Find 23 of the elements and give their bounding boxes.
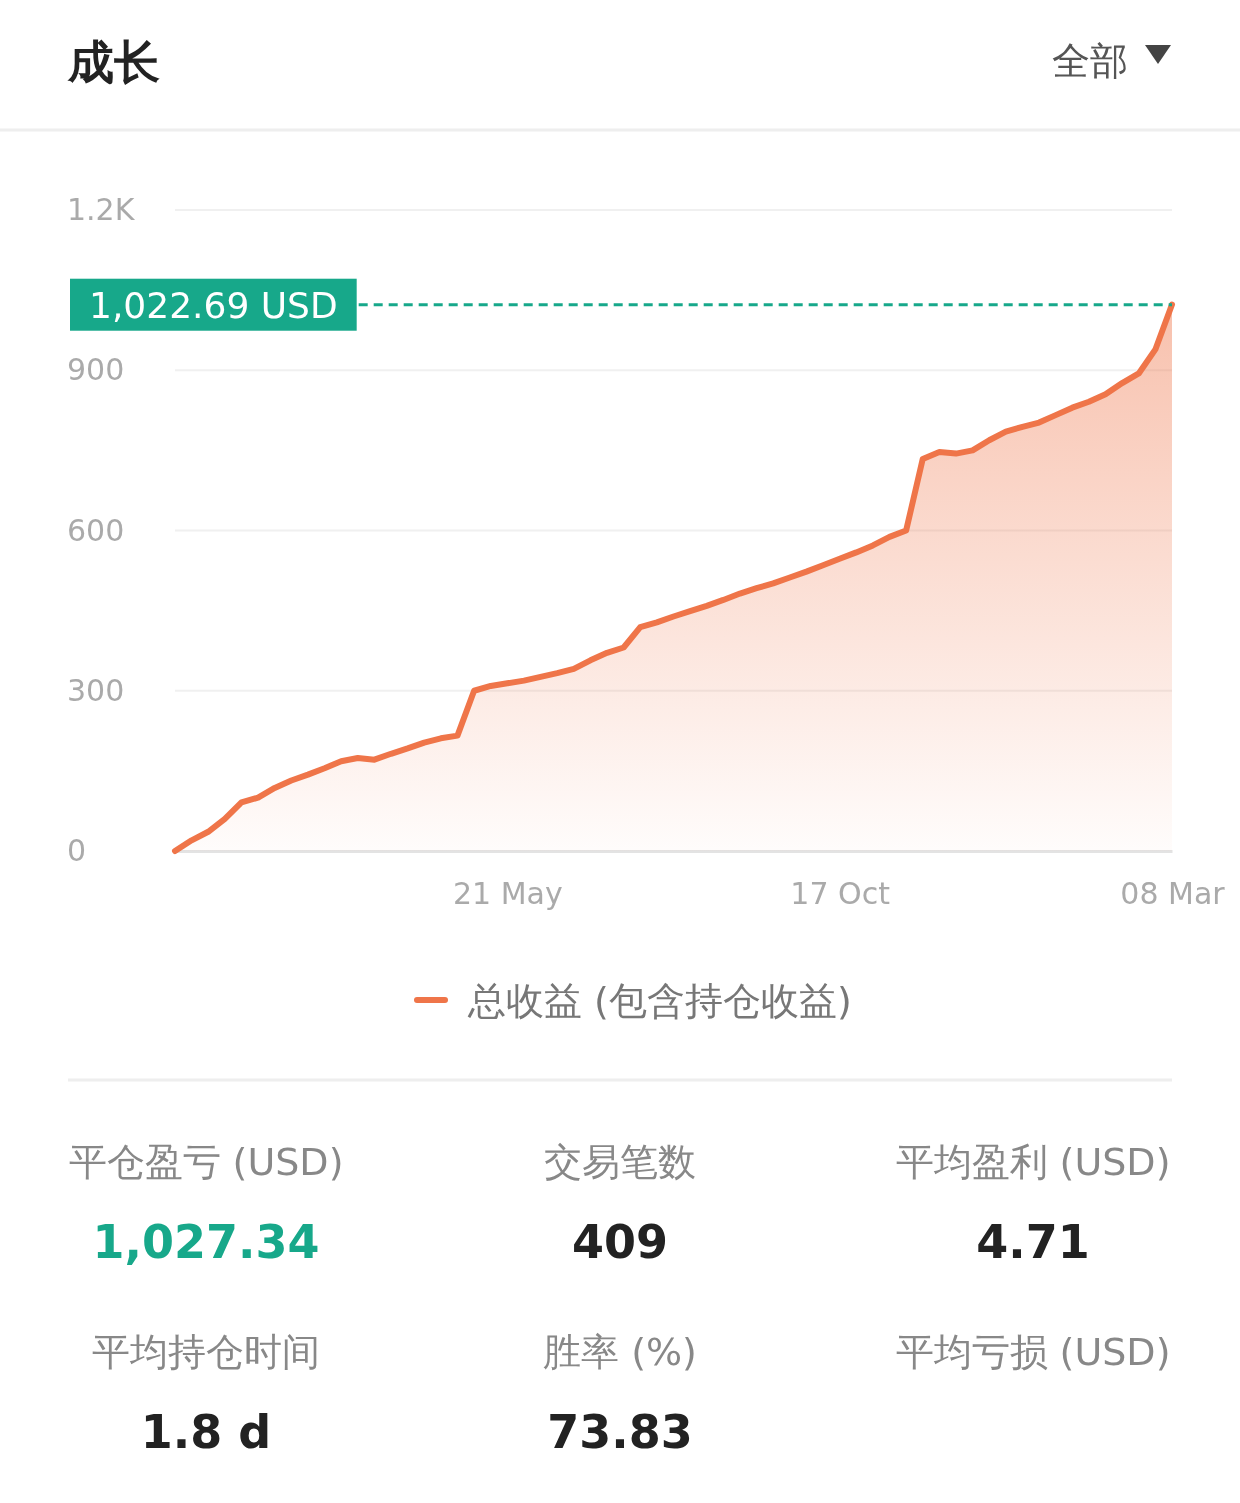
x-tick-label: 17 Oct bbox=[790, 876, 891, 911]
category-label: 平均亏损 (USD) bbox=[895, 1330, 1171, 1374]
category-label: 交易笔数 bbox=[544, 1140, 696, 1184]
legend-label: 总收益 (包含持仓收益) bbox=[467, 979, 852, 1023]
y-tick-label: 1.2K bbox=[67, 192, 136, 228]
text: 全部 bbox=[1052, 39, 1128, 83]
text: 409 bbox=[571, 1215, 669, 1269]
category-label: 胜率 (%) bbox=[543, 1330, 697, 1374]
x-tick-label: 08 Mar bbox=[1120, 876, 1226, 911]
y-tick-label: 0 bbox=[67, 833, 87, 869]
y-tick-label: 600 bbox=[67, 512, 125, 548]
category-label: 平均盈利 (USD) bbox=[895, 1140, 1171, 1184]
text: 4.71 bbox=[976, 1215, 1090, 1269]
category-label: 平仓盈亏 (USD) bbox=[68, 1140, 344, 1184]
text: 1.8 d bbox=[140, 1405, 272, 1459]
text: 73.83 bbox=[547, 1405, 693, 1459]
text: 1,027.34 bbox=[92, 1215, 320, 1269]
category-label: 平均持仓时间 bbox=[92, 1330, 320, 1374]
chart-title: 成长 bbox=[67, 35, 160, 89]
ref-line-label: 1,022.69 USD bbox=[89, 284, 338, 326]
x-tick-label: 21 May bbox=[452, 876, 563, 911]
y-tick-label: 900 bbox=[67, 352, 125, 388]
y-tick-label: 300 bbox=[67, 672, 125, 708]
